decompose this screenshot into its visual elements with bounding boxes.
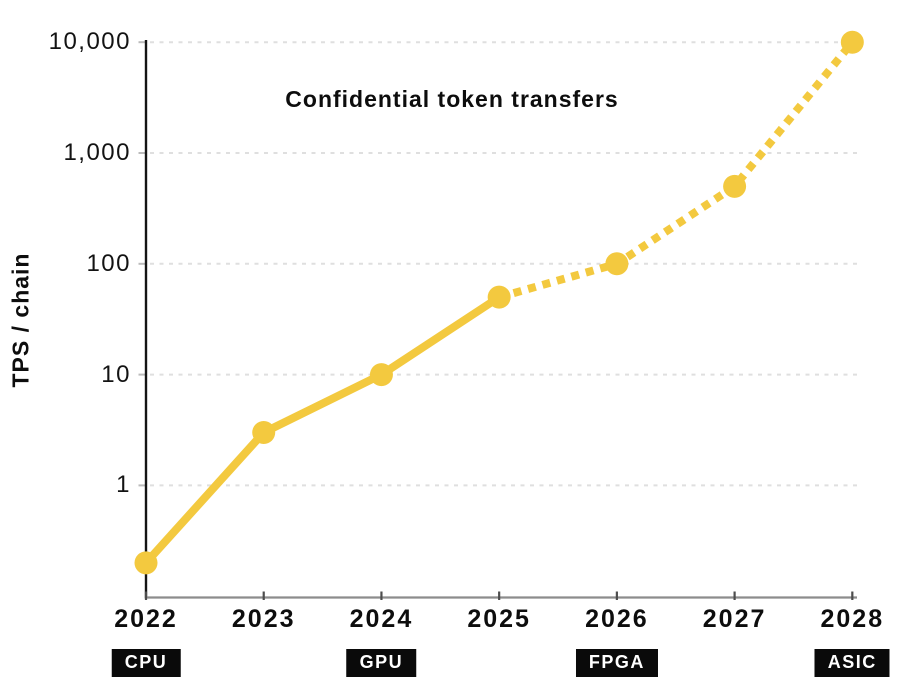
hardware-badge-asic: ASIC <box>814 649 890 677</box>
y-axis-tick-label: 1,000 <box>63 139 131 166</box>
data-point-marker <box>723 174 747 198</box>
chart-title: Confidential token transfers <box>285 86 619 112</box>
data-point-marker <box>134 551 158 575</box>
x-axis-tick-label: 2022 <box>114 605 178 633</box>
data-point-marker <box>605 252 629 276</box>
y-axis-tick-label: 1 <box>116 471 131 499</box>
y-axis-title: TPS / chain <box>7 252 34 388</box>
data-point-marker <box>252 421 276 445</box>
y-axis-tick-label: 10,000 <box>48 28 131 56</box>
data-point-marker <box>369 363 393 387</box>
x-axis-tick-label: 2024 <box>349 605 414 633</box>
x-axis-tick-label: 2023 <box>231 605 296 633</box>
y-axis-tick-label: 10 <box>101 360 131 388</box>
hardware-badge-cpu: CPU <box>111 649 181 677</box>
x-axis-tick-label: 2027 <box>702 605 767 633</box>
x-axis-tick-label: 2028 <box>820 605 885 633</box>
x-axis-tick-label: 2025 <box>467 605 531 633</box>
series-line-solid <box>142 293 504 567</box>
x-axis-tick-label: 2026 <box>585 605 649 633</box>
data-point-marker <box>840 30 864 54</box>
hardware-badge-fpga: FPGA <box>575 649 658 677</box>
y-axis-tick-label: 100 <box>86 249 131 277</box>
series-line-dotted <box>498 39 856 302</box>
data-point-marker <box>487 285 511 309</box>
hardware-badge-gpu: GPU <box>346 649 417 677</box>
